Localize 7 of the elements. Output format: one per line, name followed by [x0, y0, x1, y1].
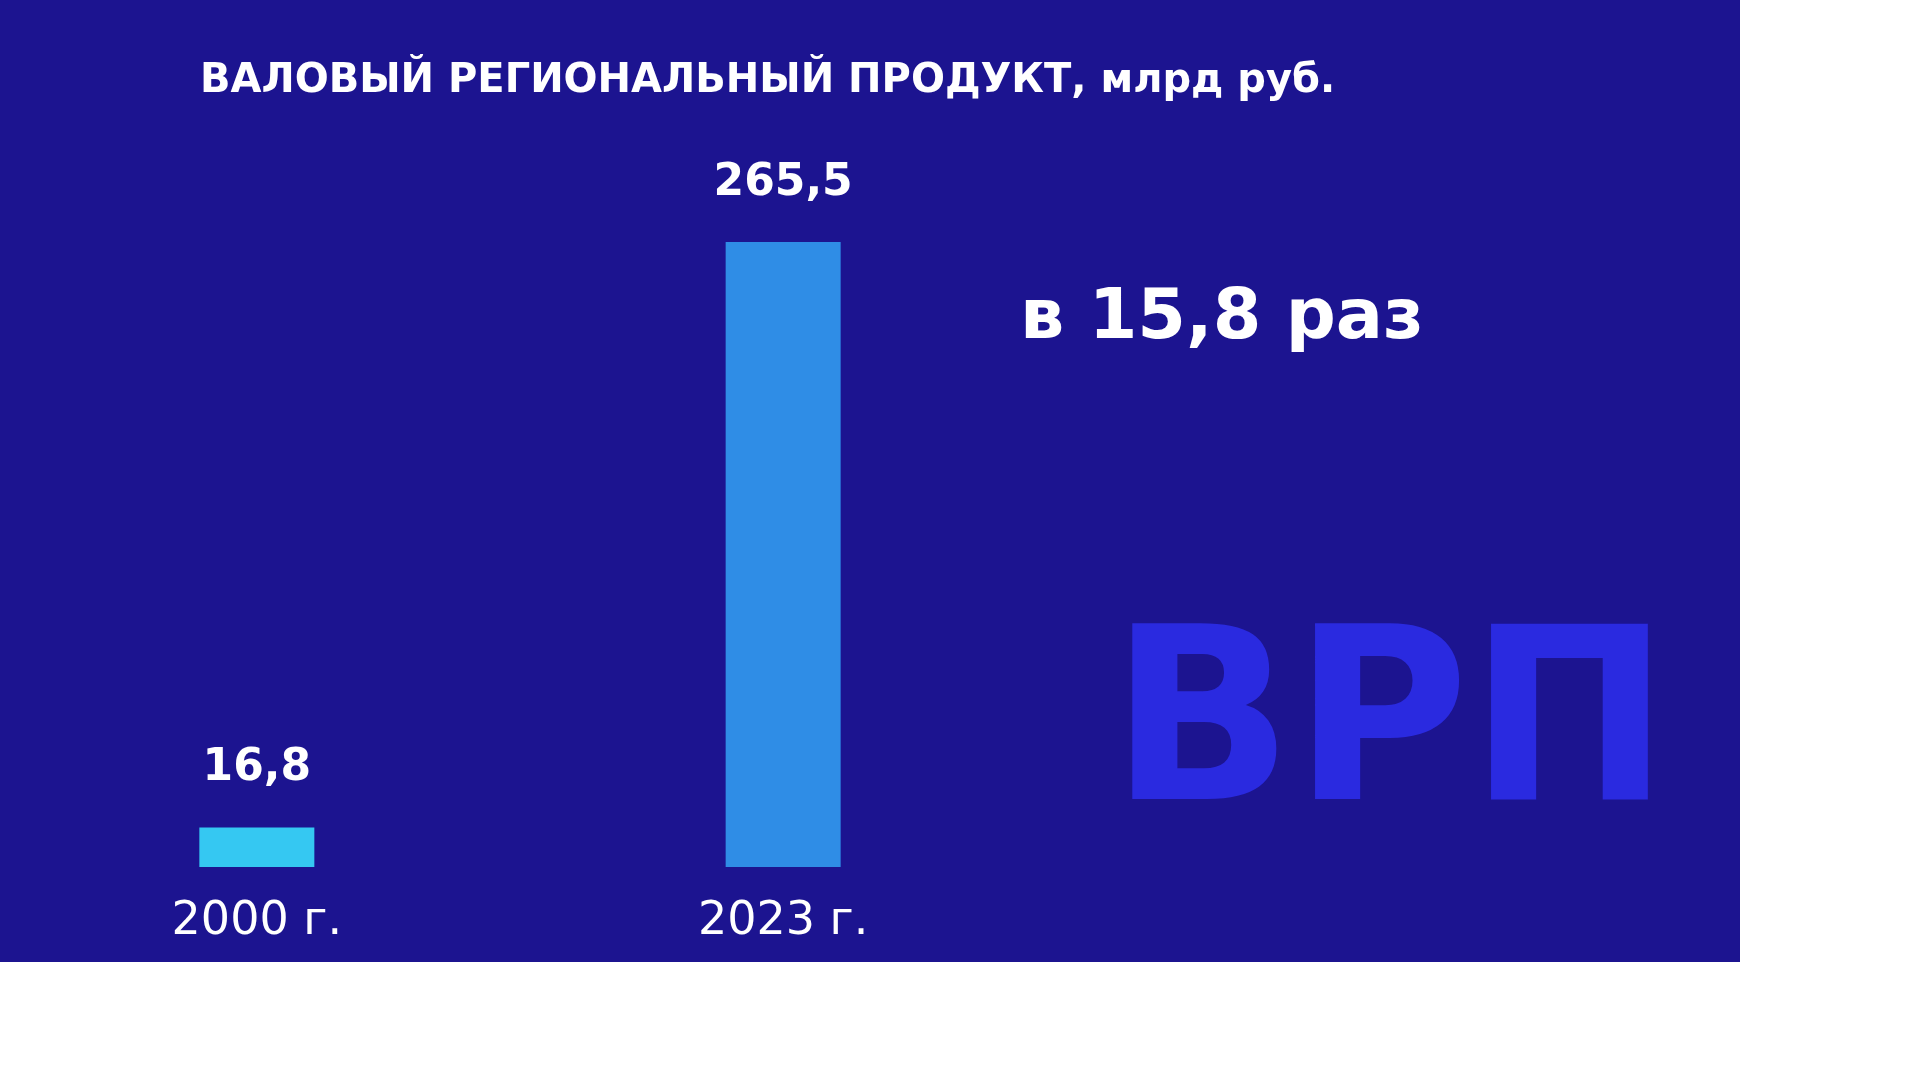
x-tick-label: 2023 г. — [697, 890, 869, 945]
text: ВРП — [1110, 576, 1670, 856]
data-label: 265,5 — [713, 154, 853, 205]
chart-title: ВАЛОВЫЙ РЕГИОНАЛЬНЫЙ ПРОДУКТ, млрд руб. — [200, 54, 1336, 101]
annotation: в 15,8 раз — [1020, 273, 1424, 355]
data-label: 16,8 — [202, 739, 312, 791]
x-tick-label: 2000 г. — [171, 890, 343, 945]
